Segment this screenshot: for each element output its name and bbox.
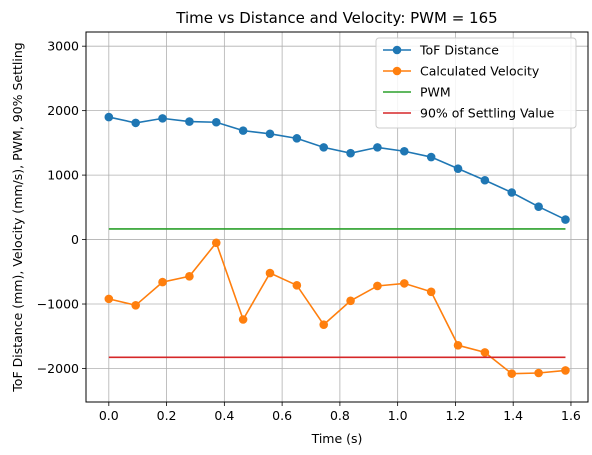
tof-distance-point — [104, 112, 114, 122]
calculated-velocity-line — [108, 241, 566, 375]
calculated-velocity-point — [480, 348, 490, 357]
y-tick-label: 0 — [71, 232, 79, 247]
axis-ticks: 0.0 0.2 0.4 0.6 0.8 1.0 1.2 1.4 1.6 −2000 −1000 0 10… — [37, 39, 581, 423]
calculated-velocity-point — [292, 281, 302, 290]
calculated-velocity-point — [131, 301, 140, 310]
calculated-velocity-point — [346, 296, 355, 306]
calculated-velocity-point — [426, 287, 436, 297]
y-tick-label: −2000 — [37, 361, 79, 376]
calculated-velocity-point — [238, 315, 248, 324]
tof-distance-point — [158, 114, 167, 123]
y-tick-label: 3000 — [47, 39, 79, 54]
legend-marker-tof-distance — [392, 45, 402, 55]
chart-title: Time vs Distance and Velocity: PWM = 165 — [175, 9, 497, 27]
x-tick-label: 0.0 — [99, 408, 119, 423]
calculated-velocity-point — [399, 279, 409, 288]
plot-series — [104, 112, 570, 378]
legend-label-calculated-velocity: Calculated Velocity — [420, 64, 540, 79]
tof-distance-point — [426, 152, 436, 162]
calculated-velocity-point — [453, 340, 463, 350]
tof-distance-point — [453, 164, 463, 173]
tof-distance-point — [346, 148, 355, 158]
calculated-velocity-point — [373, 281, 382, 291]
legend: ToF Distance Calculated Velocity PWM 90% of… — [375, 37, 577, 129]
x-tick-label: 1.0 — [388, 408, 408, 423]
tof-distance-point — [238, 126, 248, 135]
y-tick-label: 1000 — [47, 168, 79, 183]
legend-label-90-of-settling-value: 90% of Settling Value — [420, 106, 555, 121]
calculated-velocity-point — [158, 277, 167, 287]
x-tick-label: 0.8 — [330, 408, 350, 423]
calculated-velocity-point — [319, 320, 329, 329]
legend-marker-calculated-velocity — [392, 66, 402, 76]
tof-distance-point — [185, 117, 194, 126]
calculated-velocity-point — [561, 366, 570, 375]
tof-distance-point — [211, 117, 221, 127]
y-tick-label: −1000 — [37, 297, 79, 312]
x-tick-label: 1.4 — [503, 408, 523, 423]
tof-distance-point — [561, 215, 570, 224]
tof-distance-point — [399, 146, 409, 156]
x-tick-label: 0.4 — [214, 408, 234, 423]
tof-distance-point — [507, 188, 517, 197]
legend-label-pwm: PWM — [420, 85, 451, 100]
calculated-velocity-point — [265, 268, 275, 278]
x-tick-label: 1.6 — [561, 408, 581, 423]
x-tick-label: 1.2 — [445, 408, 465, 423]
y-tick-label: 2000 — [47, 103, 79, 118]
legend-label-tof-distance: ToF Distance — [419, 43, 499, 58]
calculated-velocity-point — [211, 238, 221, 248]
x-axis-label: Time (s) — [311, 431, 363, 446]
tof-distance-point — [265, 129, 275, 139]
tof-distance-point — [480, 175, 490, 185]
y-axis-label: ToF Distance (mm), Velocity (mm/s), PWM,… — [10, 42, 25, 392]
tof-distance-point — [373, 143, 382, 152]
tof-distance-line — [108, 116, 566, 221]
legend-box — [375, 37, 577, 129]
x-tick-label: 0.6 — [272, 408, 292, 423]
calculated-velocity-point — [185, 272, 194, 281]
plot-frame — [85, 31, 589, 403]
calculated-velocity-point — [507, 369, 517, 378]
calculated-velocity-point — [104, 294, 114, 304]
tof-distance-point — [534, 202, 543, 211]
tof-distance-point — [292, 134, 302, 143]
x-tick-label: 0.2 — [157, 408, 177, 423]
tof-distance-point — [319, 143, 329, 152]
tof-distance-point — [131, 118, 140, 128]
calculated-velocity-point — [534, 368, 543, 378]
